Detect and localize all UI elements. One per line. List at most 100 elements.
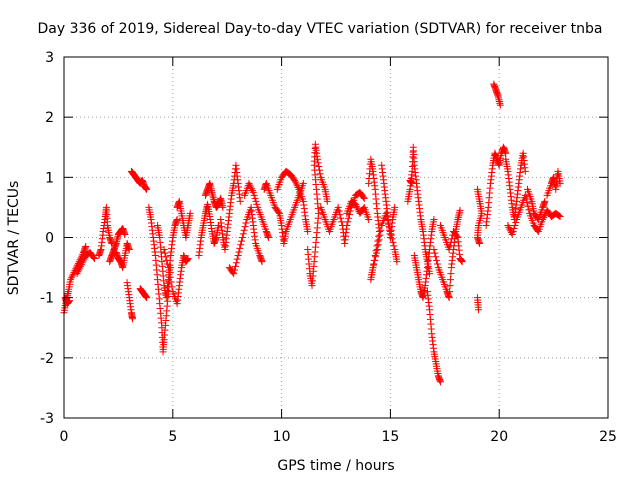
data-point bbox=[372, 253, 380, 261]
data-point bbox=[433, 260, 441, 268]
data-point bbox=[446, 288, 454, 296]
data-point bbox=[77, 262, 85, 270]
data-point bbox=[67, 276, 75, 284]
data-point bbox=[338, 218, 346, 226]
data-point bbox=[90, 255, 98, 263]
data-point bbox=[556, 212, 564, 220]
data-point bbox=[448, 235, 456, 243]
data-point bbox=[76, 264, 84, 272]
data-point bbox=[80, 255, 88, 263]
data-point bbox=[360, 194, 368, 202]
data-point bbox=[69, 270, 77, 278]
data-point bbox=[231, 266, 239, 274]
data-point bbox=[275, 208, 283, 216]
data-point bbox=[315, 166, 323, 174]
x-tick-label: 25 bbox=[599, 429, 617, 445]
data-point bbox=[370, 260, 378, 268]
data-point bbox=[369, 264, 377, 272]
data-point bbox=[253, 200, 261, 208]
x-tick-label: 0 bbox=[60, 429, 69, 445]
data-point bbox=[265, 234, 273, 241]
data-point bbox=[505, 223, 513, 231]
data-point bbox=[316, 170, 324, 178]
data-point bbox=[377, 226, 385, 234]
data-point bbox=[507, 229, 515, 237]
data-point bbox=[238, 234, 246, 241]
data-point bbox=[258, 258, 266, 266]
data-point bbox=[68, 272, 76, 280]
chart-title: Day 336 of 2019, Sidereal Day-to-day VTE… bbox=[37, 21, 602, 37]
data-point bbox=[433, 256, 441, 264]
data-point bbox=[431, 249, 439, 257]
data-point bbox=[510, 224, 518, 232]
data-point bbox=[504, 221, 512, 229]
data-point bbox=[476, 240, 484, 248]
data-point bbox=[75, 266, 83, 274]
data-point bbox=[554, 211, 562, 219]
x-tick-label: 15 bbox=[381, 429, 399, 445]
data-point bbox=[73, 270, 81, 278]
data-point bbox=[165, 268, 173, 276]
data-point bbox=[359, 205, 367, 213]
data-point bbox=[314, 159, 322, 167]
data-point bbox=[232, 259, 240, 267]
data-point bbox=[453, 232, 461, 240]
data-point bbox=[239, 230, 247, 238]
data-point bbox=[323, 197, 331, 205]
data-point bbox=[248, 185, 256, 193]
y-tick-label: -3 bbox=[40, 411, 54, 427]
data-point bbox=[314, 155, 322, 163]
data-point bbox=[374, 241, 382, 249]
data-point bbox=[337, 214, 345, 222]
data-point bbox=[168, 283, 176, 291]
data-point bbox=[430, 246, 438, 254]
data-point bbox=[445, 246, 453, 254]
data-point bbox=[458, 258, 466, 266]
data-point bbox=[447, 238, 455, 246]
data-point bbox=[70, 268, 78, 276]
y-tick-label: 0 bbox=[45, 231, 54, 247]
data-point bbox=[90, 253, 98, 261]
data-point bbox=[164, 260, 172, 268]
data-point bbox=[234, 252, 242, 260]
x-tick-label: 10 bbox=[273, 429, 291, 445]
data-point bbox=[523, 199, 531, 207]
data-point bbox=[236, 197, 244, 205]
data-point bbox=[521, 167, 529, 175]
x-axis-label: GPS time / hours bbox=[277, 458, 394, 474]
data-point bbox=[78, 259, 86, 267]
data-point bbox=[445, 294, 453, 302]
data-point bbox=[77, 261, 85, 269]
data-point bbox=[373, 246, 381, 254]
data-point bbox=[430, 215, 438, 223]
data-point bbox=[173, 215, 181, 223]
data-point bbox=[556, 179, 564, 187]
data-point bbox=[238, 237, 246, 245]
data-point bbox=[496, 101, 504, 109]
data-point bbox=[512, 218, 520, 226]
data-point bbox=[79, 257, 87, 265]
data-point bbox=[353, 204, 361, 212]
y-tick-label: 2 bbox=[45, 110, 54, 126]
data-point bbox=[555, 212, 563, 220]
data-point bbox=[242, 219, 250, 227]
data-point bbox=[143, 294, 151, 302]
data-point bbox=[121, 230, 129, 238]
data-point bbox=[365, 215, 373, 223]
data-point bbox=[219, 203, 227, 211]
data-point bbox=[162, 253, 170, 261]
data-point bbox=[249, 188, 257, 196]
data-point bbox=[67, 274, 75, 282]
data-point bbox=[371, 256, 379, 264]
data-point bbox=[315, 163, 323, 171]
data-point bbox=[336, 211, 344, 219]
data-point bbox=[292, 180, 300, 188]
data-point bbox=[334, 203, 342, 211]
data-point bbox=[143, 185, 151, 193]
data-point bbox=[160, 246, 168, 254]
data-point bbox=[74, 268, 82, 276]
data-point bbox=[446, 282, 454, 290]
data-point bbox=[164, 264, 172, 272]
